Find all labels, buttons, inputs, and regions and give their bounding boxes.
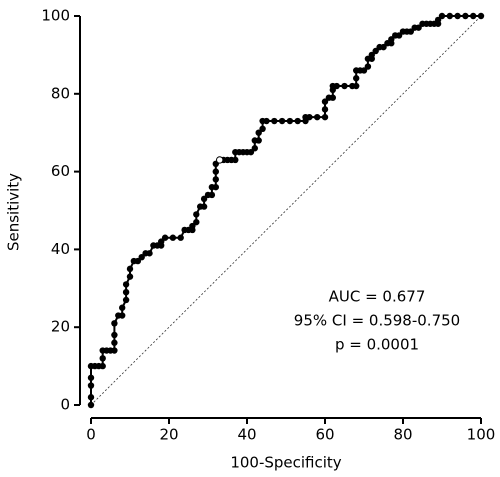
roc-point — [122, 288, 130, 296]
roc-point — [477, 12, 485, 20]
annotation: 95% CI = 0.598-0.750 — [294, 312, 460, 330]
roc-point — [395, 32, 403, 39]
roc-point — [321, 113, 329, 121]
x-tick-label: 100 — [467, 426, 496, 444]
roc-point — [87, 382, 95, 389]
x-tick-label: 60 — [315, 426, 334, 444]
roc-point — [111, 347, 118, 354]
roc-point — [278, 117, 286, 125]
roc-point — [271, 117, 278, 125]
roc-point — [306, 113, 313, 121]
roc-point — [364, 63, 372, 70]
roc-point — [446, 12, 453, 20]
roc-point — [161, 234, 169, 241]
roc-point — [126, 265, 134, 273]
roc-point — [200, 203, 208, 210]
roc-point — [329, 94, 336, 101]
x-tick-label: 40 — [237, 426, 256, 444]
roc-point — [360, 67, 368, 74]
roc-point — [286, 117, 294, 125]
roc-point — [119, 304, 126, 311]
y-tick-label: 20 — [51, 318, 70, 336]
roc-point — [87, 394, 95, 401]
roc-point — [134, 257, 141, 265]
x-axis-label: 100-Specificity — [230, 454, 341, 472]
roc-point — [263, 117, 270, 125]
roc-point — [333, 82, 340, 90]
x-tick-label: 20 — [159, 426, 178, 444]
roc-point — [87, 374, 95, 381]
y-tick-label: 60 — [51, 162, 70, 180]
roc-point — [200, 195, 208, 203]
roc-point — [169, 234, 177, 241]
roc-point — [247, 148, 255, 156]
roc-point — [119, 312, 126, 319]
roc-point — [138, 253, 145, 261]
roc-point — [146, 250, 153, 257]
x-tick-label: 80 — [393, 426, 412, 444]
roc-point — [212, 168, 219, 175]
roc-point — [208, 191, 216, 199]
roc-point — [470, 12, 477, 20]
roc-point — [368, 51, 375, 59]
roc-point — [193, 218, 200, 226]
roc-point — [314, 113, 321, 121]
roc-point — [158, 238, 165, 245]
y-tick-label: 80 — [51, 84, 70, 102]
roc-point — [87, 401, 95, 409]
roc-point — [212, 176, 219, 183]
roc-point — [99, 355, 106, 362]
roc-point — [111, 339, 118, 346]
roc-point — [407, 28, 414, 35]
roc-point — [212, 183, 219, 191]
roc-point — [438, 12, 446, 20]
roc-point — [177, 234, 184, 241]
roc-point — [111, 331, 118, 339]
roc-point — [321, 106, 329, 113]
roc-point — [99, 362, 106, 370]
reference-diagonal — [90, 15, 482, 406]
roc-point — [434, 16, 442, 24]
roc-point — [388, 36, 395, 43]
roc-point — [415, 24, 422, 31]
roc-point — [255, 137, 262, 144]
roc-point — [122, 296, 130, 304]
roc-point — [353, 82, 360, 90]
roc-point — [462, 12, 469, 20]
roc-point — [232, 156, 239, 164]
roc-point — [251, 145, 258, 152]
roc-point — [372, 47, 379, 55]
roc-point — [111, 320, 118, 327]
roc-point — [126, 273, 134, 280]
annotation: AUC = 0.677 — [329, 288, 426, 306]
roc-point — [259, 125, 266, 133]
roc-point — [454, 12, 461, 20]
roc-point — [380, 43, 387, 51]
roc-point — [255, 129, 262, 136]
x-tick-label: 0 — [86, 426, 96, 444]
roc-point — [321, 98, 329, 105]
annotation: p = 0.0001 — [335, 336, 419, 354]
y-tick-label: 40 — [51, 240, 70, 258]
roc-point — [341, 82, 348, 90]
roc-point — [294, 117, 301, 125]
roc-point — [122, 281, 130, 288]
roc-point — [193, 211, 200, 218]
y-axis-label: Sensitivity — [5, 173, 23, 251]
criterion-point — [216, 156, 224, 164]
roc-point — [189, 222, 196, 230]
roc-point — [353, 75, 360, 82]
y-tick-label: 0 — [60, 396, 70, 414]
y-tick-label: 100 — [41, 7, 70, 25]
